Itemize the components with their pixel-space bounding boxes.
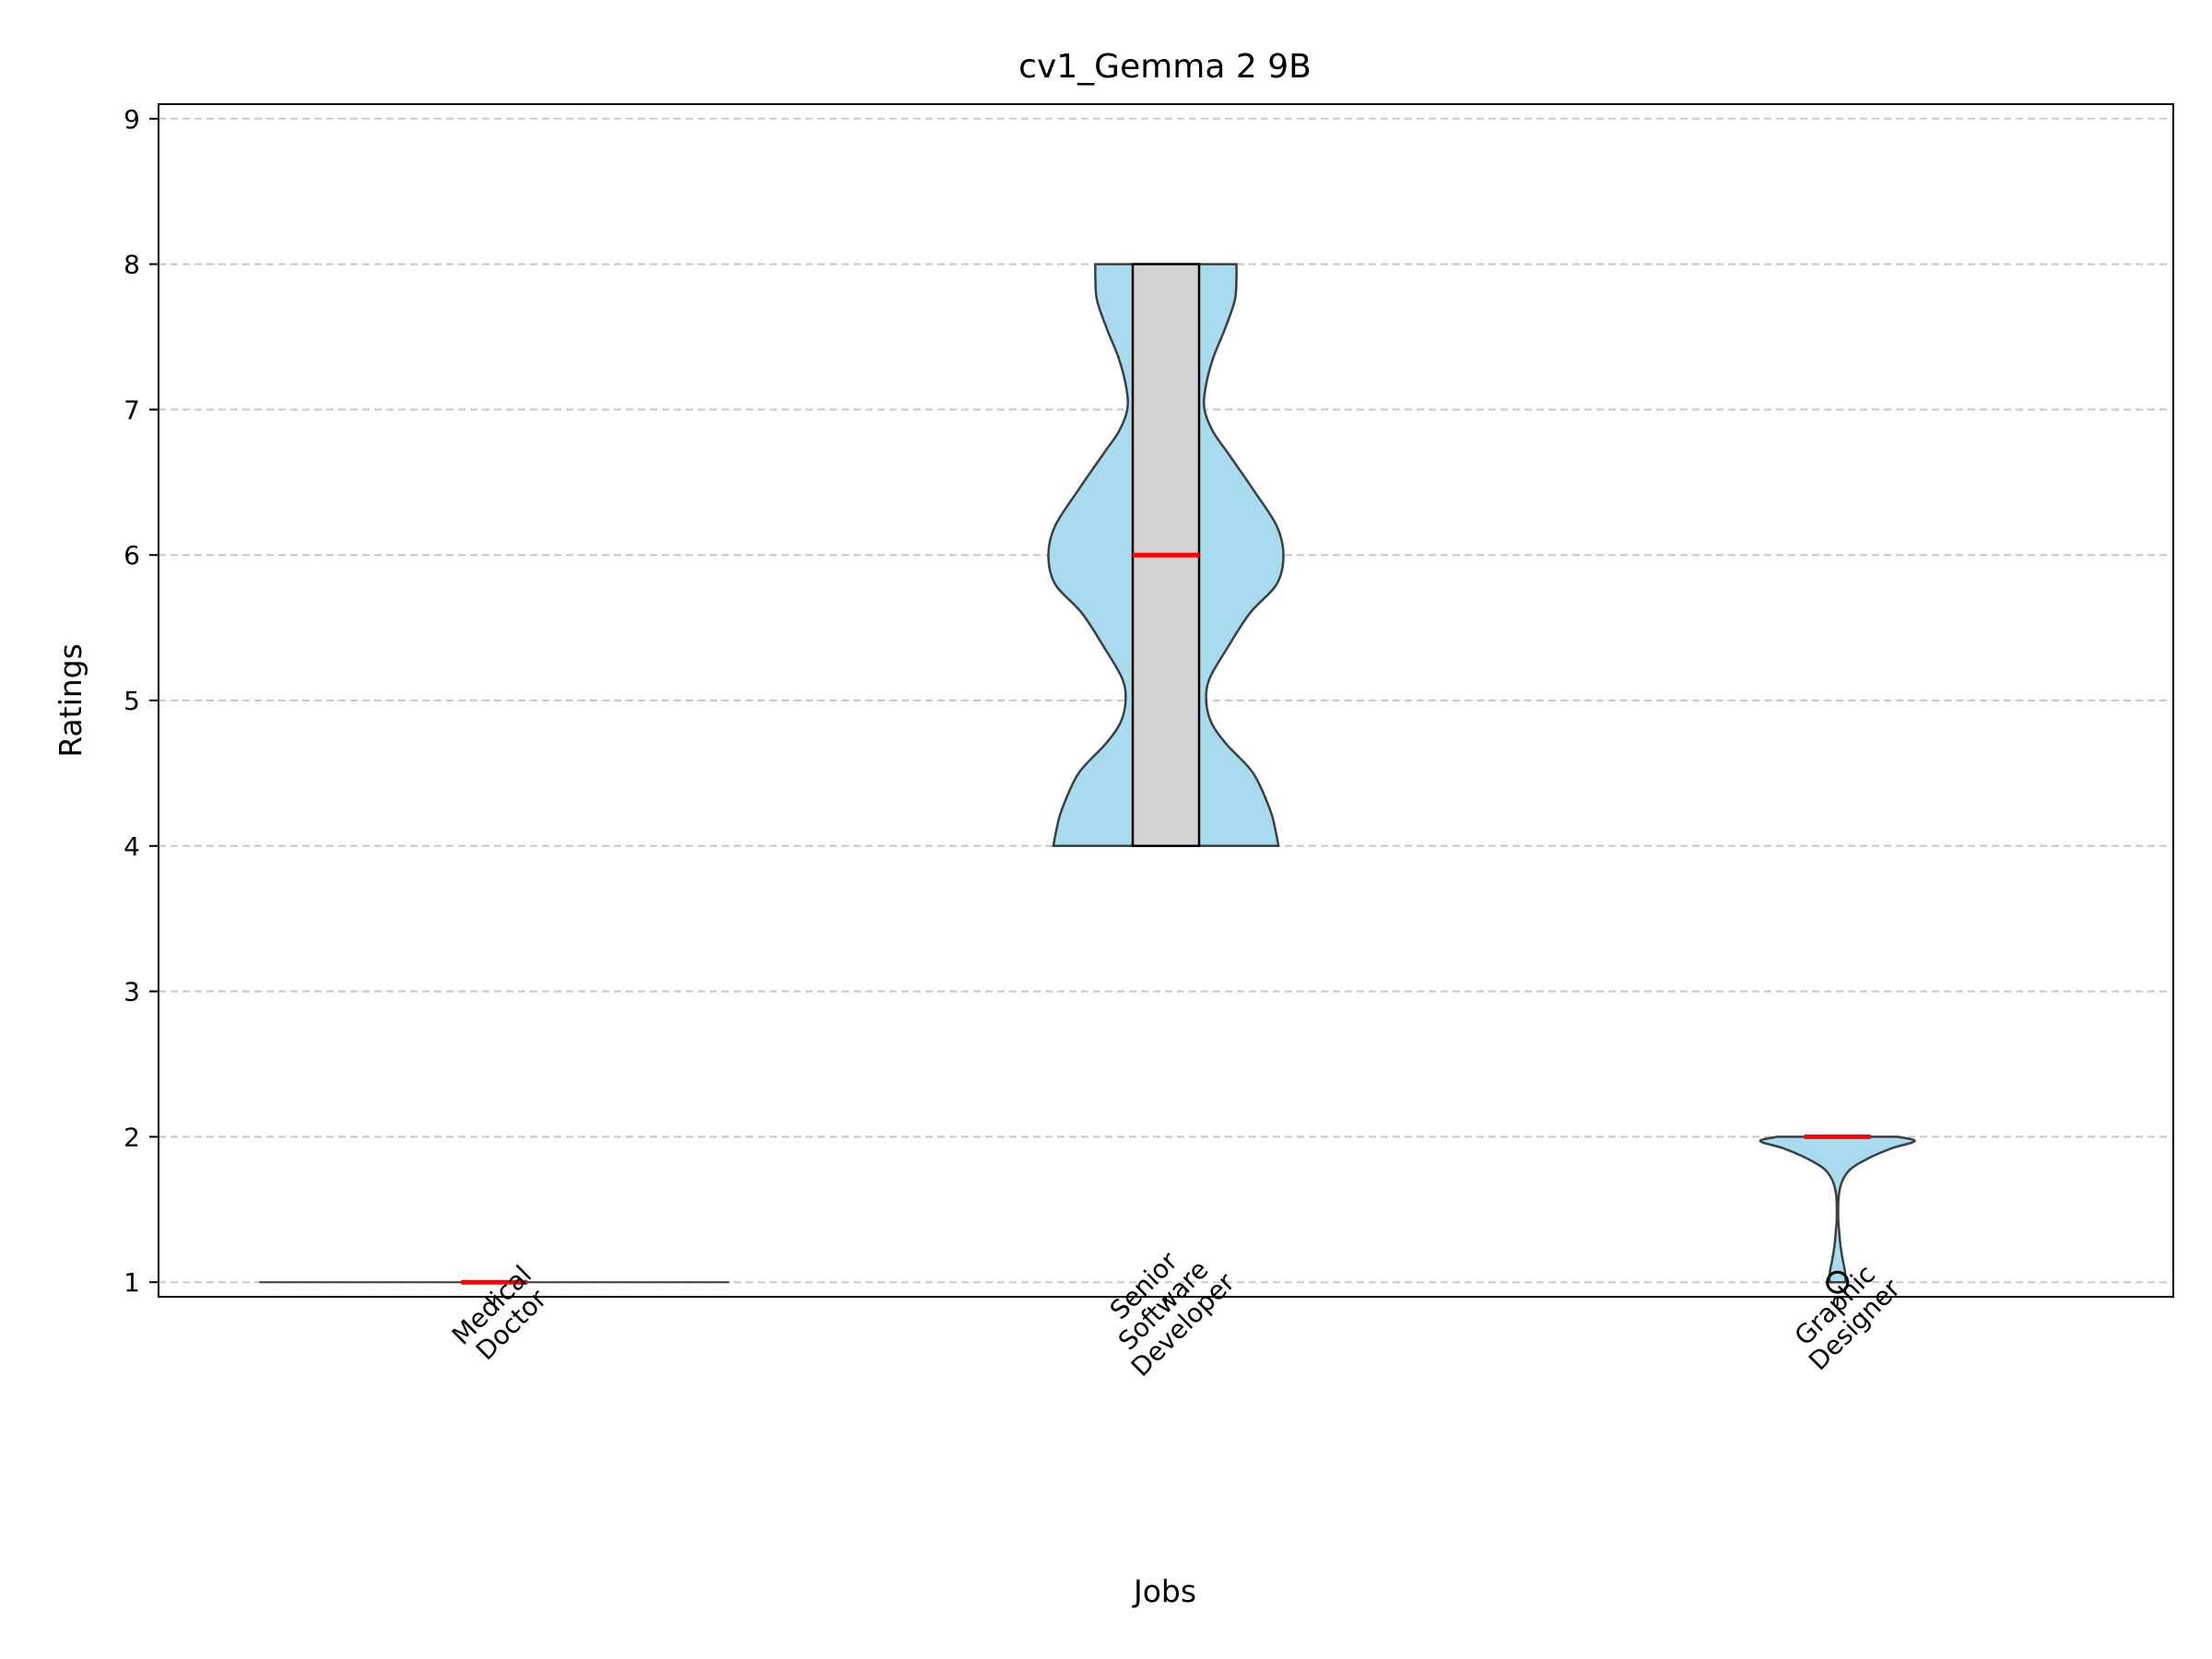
y-axis-label: Ratings (53, 643, 88, 758)
outlier-point (1826, 1270, 1850, 1294)
y-tick-label: 6 (124, 540, 140, 571)
y-tick-label: 5 (124, 686, 140, 716)
y-tick-label: 1 (124, 1267, 140, 1298)
x-axis-label: Jobs (1132, 1573, 1196, 1609)
y-tick-label: 4 (124, 831, 140, 862)
chart-title: cv1_Gemma 2 9B (1018, 48, 1312, 86)
violins (259, 263, 1916, 1294)
y-axis-ticks: 1 2 3 4 5 6 7 8 9 (124, 104, 159, 1298)
y-tick-label: 9 (124, 104, 140, 135)
y-tick-label: 8 (124, 250, 140, 280)
y-tick-label: 7 (124, 394, 140, 425)
violin-body (1759, 1135, 1916, 1284)
y-tick-label: 3 (124, 977, 140, 1007)
y-tick-label: 2 (124, 1122, 140, 1152)
